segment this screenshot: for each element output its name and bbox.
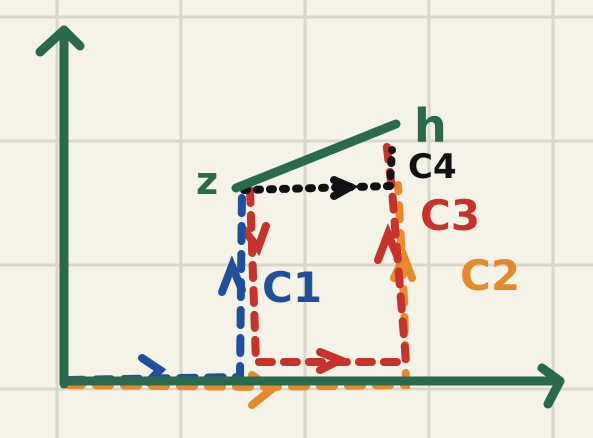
path-c4 [240, 146, 396, 200]
path-c4-line [240, 146, 396, 194]
label-path-3: C3 [420, 191, 480, 240]
path-c4-arrow-right [330, 176, 359, 200]
y-axis-arrowhead [35, 25, 85, 57]
path-c3-arrow-down [240, 222, 270, 257]
x-axis-arrowhead [537, 363, 565, 409]
path-c1 [64, 186, 246, 386]
axes [35, 25, 565, 409]
label-path-1: C1 [262, 263, 322, 312]
label-end-point: h [414, 99, 447, 153]
label-path-2: C2 [460, 251, 520, 300]
label-path-4: C4 [408, 147, 457, 187]
path-c1-arrow-up [218, 255, 246, 296]
path-c1-line [64, 186, 246, 384]
label-start-point: z [196, 159, 218, 203]
path-c3-arrow-up [374, 223, 402, 264]
segment-z-h [231, 119, 401, 193]
path-c3-arrow-right [316, 348, 350, 374]
